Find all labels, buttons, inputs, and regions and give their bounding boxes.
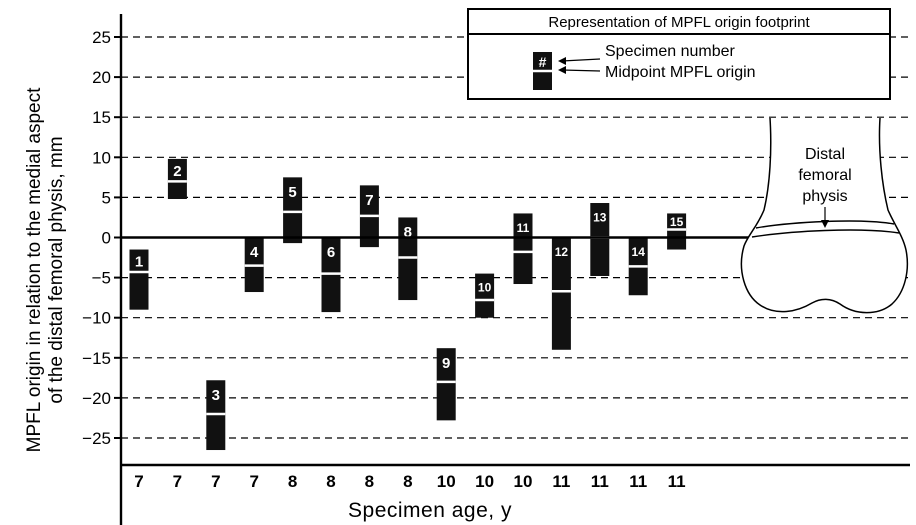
- y-tick-label: 15: [92, 108, 111, 127]
- x-category-label: 10: [437, 472, 456, 491]
- specimen-number-label: 1: [135, 253, 143, 270]
- y-tick-label: −5: [92, 269, 111, 288]
- specimen-number-label: 10: [478, 280, 492, 294]
- origin-footprint-bar: [551, 237, 571, 350]
- specimen-bar-8: 8: [398, 217, 418, 301]
- specimen-bar-5: 5: [283, 177, 303, 244]
- specimen-bar-13: 13: [590, 203, 610, 276]
- specimen-number-label: 9: [442, 355, 450, 372]
- specimen-number-label: 14: [632, 245, 646, 259]
- legend-midpoint-label: Midpoint MPFL origin: [605, 64, 756, 81]
- origin-footprint-bar: [475, 273, 495, 318]
- origin-footprint-bar: [513, 213, 533, 285]
- specimen-bar-4: 4: [244, 237, 264, 293]
- femur-outline: [740, 117, 909, 314]
- y-tick-label: 0: [102, 229, 111, 248]
- legend-specimen-label: Specimen number: [605, 43, 736, 60]
- specimen-bar-2: 2: [167, 158, 187, 200]
- y-tick-label: −25: [82, 429, 111, 448]
- x-category-label: 11: [629, 472, 647, 491]
- x-category-label: 10: [475, 472, 494, 491]
- femur-label-arrowhead: [821, 220, 829, 228]
- legend: Representation of MPFL origin footprint …: [467, 8, 891, 100]
- y-tick-label: −15: [82, 349, 111, 368]
- origin-footprint-bar: [129, 249, 149, 310]
- specimen-bar-14: 14: [628, 237, 648, 296]
- x-category-label: 8: [365, 472, 374, 491]
- origin-footprint-bar: [283, 177, 303, 244]
- specimen-bar-7: 7: [359, 185, 379, 248]
- specimen-number-label: 6: [327, 244, 335, 261]
- specimen-number-label: 15: [670, 215, 684, 229]
- femur-label-line-3: physis: [802, 188, 847, 205]
- x-category-label: 8: [403, 472, 412, 491]
- x-axis-title: Specimen age, y: [348, 499, 512, 522]
- y-tick-label: 5: [102, 188, 111, 207]
- origin-footprint-bar: [436, 348, 456, 421]
- specimen-bar-9: 9: [436, 348, 456, 421]
- specimen-bar-12: 12: [551, 237, 571, 350]
- x-category-label: 8: [326, 472, 335, 491]
- specimen-number-label: 3: [212, 387, 220, 404]
- y-axis-title-line-1: MPFL origin in relation to the medial as…: [24, 87, 45, 452]
- y-axis-title-line-2: of the distal femoral physis, mm: [46, 136, 67, 403]
- legend-swatch-symbol: #: [539, 54, 547, 70]
- specimen-bar-1: 1: [129, 249, 149, 310]
- y-tick-label: 25: [92, 28, 111, 47]
- distal-femur-illustration: Distal femoral physis: [740, 117, 909, 314]
- specimen-bar-3: 3: [206, 380, 226, 451]
- x-category-label: 8: [288, 472, 297, 491]
- legend-arrowhead-specimen: [558, 57, 566, 65]
- specimen-number-label: 4: [250, 244, 259, 261]
- femur-label-line-2: femoral: [798, 167, 851, 184]
- specimen-number-label: 7: [365, 192, 373, 209]
- origin-footprint-bar: [167, 158, 187, 200]
- x-category-label: 11: [591, 472, 609, 491]
- y-tick-labels: 25 20 15 10 5 0 −5 −10 −15 −20 −25: [82, 28, 121, 448]
- specimen-number-label: 13: [593, 211, 607, 225]
- y-tick-label: 20: [92, 68, 111, 87]
- y-tick-label: −20: [82, 389, 111, 408]
- x-category-label: 11: [552, 472, 570, 491]
- specimen-number-label: 12: [555, 245, 569, 259]
- y-tick-label: −10: [82, 309, 111, 328]
- legend-arrow-specimen: [561, 58, 601, 62]
- x-category-label: 7: [134, 472, 143, 491]
- specimen-number-label: 11: [517, 221, 530, 235]
- x-category-label: 7: [211, 472, 220, 491]
- legend-arrowhead-midpoint: [558, 66, 566, 74]
- specimen-number-label: 2: [173, 163, 181, 180]
- origin-footprint-bar: [667, 213, 687, 250]
- specimen-bar-6: 6: [321, 237, 341, 313]
- x-category-labels: 7 7 7 7 8 8 8 8 10 10 10 11 11 11 11: [134, 472, 685, 491]
- x-category-label: 7: [173, 472, 182, 491]
- x-category-label: 10: [514, 472, 533, 491]
- specimen-bar-10: 10: [475, 273, 495, 318]
- specimen-bar-11: 11: [513, 213, 533, 285]
- physis-line-lower: [751, 229, 900, 238]
- x-category-label: 11: [668, 472, 686, 491]
- y-tick-label: 10: [92, 148, 111, 167]
- specimen-number-label: 8: [404, 224, 412, 241]
- specimen-bar-15: 15: [667, 213, 687, 250]
- legend-arrow-midpoint: [561, 69, 601, 72]
- origin-footprint-bar: [590, 203, 610, 276]
- legend-title: Representation of MPFL origin footprint: [548, 14, 810, 31]
- specimen-number-label: 5: [288, 184, 296, 201]
- x-category-label: 7: [249, 472, 258, 491]
- femur-label-line-1: Distal: [805, 146, 845, 163]
